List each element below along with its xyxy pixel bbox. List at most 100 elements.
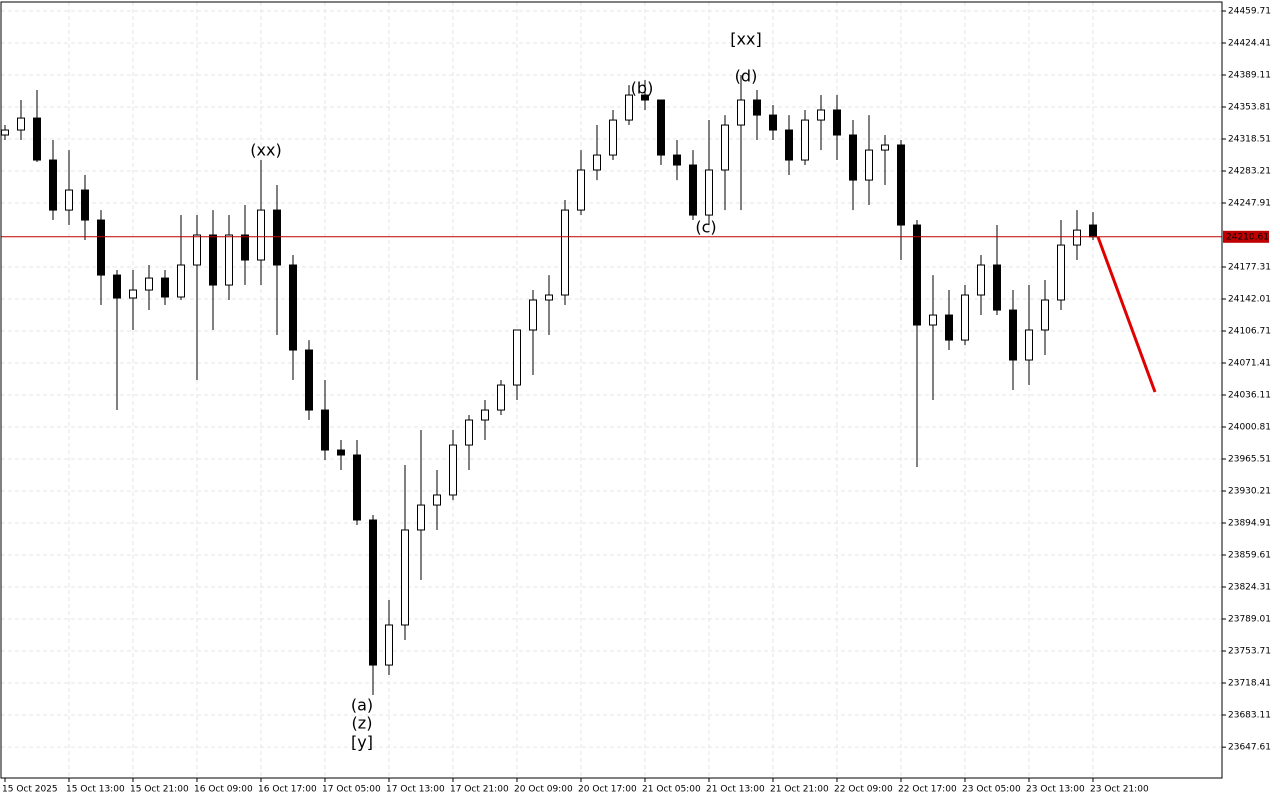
- candle-body: [1, 129, 9, 136]
- candle-body: [241, 234, 249, 261]
- x-tick-label: 15 Oct 13:00: [66, 785, 125, 795]
- candle-body: [209, 234, 217, 286]
- x-tick-label: 20 Oct 09:00: [514, 785, 573, 795]
- candle-body: [17, 117, 25, 131]
- x-tick-label: 21 Oct 21:00: [770, 785, 829, 795]
- y-tick-label: 24389.11: [1228, 70, 1271, 80]
- x-tick-label: 15 Oct 21:00: [130, 785, 189, 795]
- forecast-line: [1096, 236, 1157, 393]
- y-tick-label: 23965.51: [1228, 454, 1271, 464]
- y-tick-label: 24036.11: [1228, 390, 1271, 400]
- y-tick-label: 23789.01: [1228, 614, 1271, 624]
- candle-body: [449, 444, 457, 496]
- candle-body: [641, 94, 649, 101]
- wave-label: (z): [352, 714, 373, 733]
- candle-body: [225, 234, 233, 286]
- x-tick-label: 15 Oct 2025: [2, 785, 58, 795]
- candle-body: [193, 234, 201, 266]
- x-tick-label: 16 Oct 09:00: [194, 785, 253, 795]
- y-tick-label: 24142.01: [1228, 294, 1271, 304]
- candle-body: [113, 274, 121, 299]
- y-tick-label: 24353.81: [1228, 102, 1271, 112]
- candle-body: [993, 264, 1001, 311]
- candle-body: [1089, 224, 1097, 238]
- candle-body: [833, 109, 841, 136]
- candle-body: [817, 109, 825, 121]
- candle-body: [321, 409, 329, 451]
- candle-body: [593, 154, 601, 171]
- y-tick-label: 23930.21: [1228, 486, 1271, 496]
- candle-body: [673, 154, 681, 166]
- y-tick-label: 23894.91: [1228, 518, 1271, 528]
- candle-body: [337, 449, 345, 456]
- y-tick-label: 23718.41: [1228, 678, 1271, 688]
- wave-label: [xx]: [730, 30, 761, 49]
- y-tick-label: 23647.61: [1228, 743, 1271, 753]
- current-price-box: [1223, 230, 1269, 243]
- candle-body: [881, 144, 889, 151]
- candle-body: [897, 144, 905, 226]
- candle-body: [769, 114, 777, 131]
- candle-body: [369, 519, 377, 666]
- y-tick-label: 24000.81: [1228, 422, 1271, 432]
- y-tick-label: 24318.51: [1228, 134, 1271, 144]
- candle-body: [1041, 299, 1049, 331]
- candle-body: [721, 124, 729, 171]
- candle-body: [465, 419, 473, 446]
- x-tick-label: 23 Oct 21:00: [1090, 785, 1149, 795]
- candle-body: [273, 209, 281, 266]
- candle-body: [961, 294, 969, 341]
- candle-body: [81, 189, 89, 221]
- y-tick-label: 23824.31: [1228, 582, 1271, 592]
- candle-body: [705, 169, 713, 216]
- candle-body: [33, 117, 41, 161]
- wave-label: (xx): [250, 141, 281, 160]
- x-tick-label: 17 Oct 21:00: [450, 785, 509, 795]
- candle-body: [913, 224, 921, 326]
- candle-body: [257, 209, 265, 261]
- y-tick-label: 23753.71: [1228, 646, 1271, 656]
- candle-body: [385, 624, 393, 666]
- candle-body: [433, 494, 441, 506]
- candle-body: [49, 159, 57, 211]
- x-tick-label: 22 Oct 17:00: [898, 785, 957, 795]
- candle-body: [977, 264, 985, 296]
- candle-body: [865, 149, 873, 181]
- y-tick-label: 24106.71: [1228, 326, 1271, 336]
- y-tick-label: 24177.31: [1228, 262, 1271, 272]
- x-tick-label: 23 Oct 05:00: [962, 785, 1021, 795]
- wave-label: (c): [695, 218, 716, 237]
- candle-body: [97, 219, 105, 276]
- x-tick-label: 17 Oct 05:00: [322, 785, 381, 795]
- candle-body: [753, 99, 761, 116]
- candle-body: [1073, 229, 1081, 246]
- candle-body: [177, 264, 185, 298]
- x-tick-label: 16 Oct 17:00: [258, 785, 317, 795]
- x-tick-label: 17 Oct 13:00: [386, 785, 445, 795]
- wave-label: (a): [351, 696, 373, 715]
- grid: [1, 2, 1222, 778]
- candle-body: [417, 504, 425, 531]
- candle-body: [305, 349, 313, 411]
- x-tick-label: 20 Oct 17:00: [578, 785, 637, 795]
- candle-body: [801, 119, 809, 161]
- candle-body: [65, 189, 73, 211]
- candle-body: [289, 264, 297, 351]
- y-tick-label: 24283.21: [1228, 166, 1271, 176]
- labels: 24459.71 24424.41 24389.11 24353.81 24318.51…: [2, 6, 1271, 794]
- candle-body: [929, 314, 937, 326]
- y-tick-label: 23859.61: [1228, 550, 1271, 560]
- candle-body: [785, 129, 793, 161]
- candle-body: [545, 294, 553, 301]
- candle-body: [529, 299, 537, 331]
- plot-frame: [0, 1, 1223, 779]
- wave-label: (b): [631, 79, 654, 98]
- candle-body: [1025, 329, 1033, 361]
- candle-body: [145, 277, 153, 291]
- candle-body: [401, 529, 409, 626]
- candle-body: [129, 289, 137, 299]
- y-tick-label: 24247.91: [1228, 198, 1271, 208]
